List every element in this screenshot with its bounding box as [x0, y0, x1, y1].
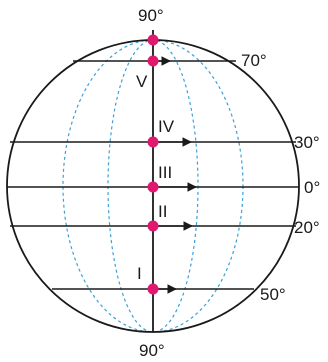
point-label-ii: II	[158, 202, 167, 221]
point-ii	[147, 220, 159, 232]
label-south-pole: 90°	[139, 341, 165, 360]
point-label-iv: IV	[158, 117, 175, 136]
point-label-iii: III	[158, 163, 172, 182]
label-lat-0: 0°	[304, 178, 320, 197]
label-lat-70: 70°	[241, 51, 267, 70]
label-lat-20: 20°	[294, 218, 320, 237]
label-lat-50: 50°	[260, 285, 286, 304]
point-i	[147, 283, 159, 295]
point-v	[147, 55, 159, 67]
points	[147, 34, 159, 295]
point-iii	[147, 181, 159, 193]
point-label-v: V	[136, 72, 148, 91]
point-iv	[147, 136, 159, 148]
point-pole-north	[147, 34, 159, 46]
point-label-i: I	[137, 264, 142, 283]
label-lat-30: 30°	[294, 133, 320, 152]
label-north-pole: 90°	[138, 6, 164, 25]
